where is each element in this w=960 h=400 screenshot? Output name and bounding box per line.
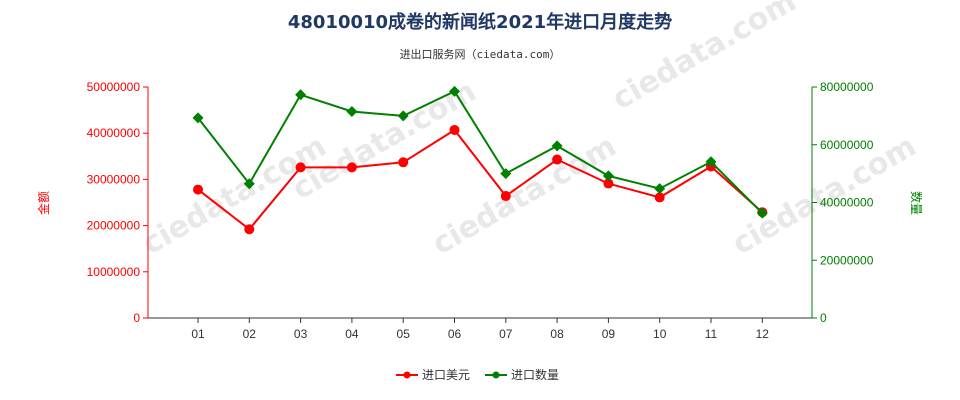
series-0-point[interactable]: [552, 154, 563, 165]
x-tick-label: 02: [243, 327, 257, 341]
left-axis-ticks: 0 10000000 20000000 30000000 40000000 5000000…: [87, 80, 148, 325]
x-tick-label: 12: [756, 327, 770, 341]
chart-title: 48010010成卷的新闻纸2021年进口月度走势: [288, 11, 672, 33]
series-0-point[interactable]: [603, 178, 614, 189]
series-1-point[interactable]: [449, 85, 460, 97]
series-0-point[interactable]: [346, 162, 357, 173]
series-line-0: [197, 128, 763, 231]
x-tick-label: 06: [448, 327, 462, 341]
x-tick-label: 03: [294, 327, 308, 341]
legend-quantity-label: 进口数量: [511, 367, 559, 382]
right-tick-label: 60000000: [820, 138, 874, 152]
right-axis-title: 数量: [909, 191, 924, 215]
x-axis-ticks: 01 02 03 04 05 06 07 08 09 10 11 12: [191, 318, 769, 341]
left-tick-label: 10000000: [87, 265, 141, 279]
right-tick-label: 40000000: [820, 196, 874, 210]
series-1-point[interactable]: [654, 183, 666, 195]
series-1-point[interactable]: [397, 110, 409, 122]
left-tick-label: 50000000: [87, 80, 141, 94]
left-tick-label: 30000000: [87, 172, 141, 186]
x-tick-label: 08: [550, 327, 564, 341]
x-tick-label: 11: [705, 327, 718, 341]
left-tick-label: 0: [133, 311, 140, 325]
right-tick-label: 80000000: [820, 80, 874, 94]
right-axis-ticks: 0 20000000 40000000 60000000 80000000: [812, 80, 874, 325]
series-1-point[interactable]: [756, 207, 768, 219]
x-tick-label: 04: [345, 327, 359, 341]
legend-quantity-swatch-dot: [492, 371, 500, 379]
legend-usd-label: 进口美元: [422, 368, 470, 382]
series-0-point[interactable]: [500, 191, 511, 202]
series-1-point[interactable]: [346, 106, 358, 118]
series-layer: [192, 85, 768, 235]
series-0-point[interactable]: [193, 184, 203, 195]
legend-usd-swatch-dot: [403, 371, 411, 379]
series-0-point[interactable]: [449, 124, 460, 135]
series-1-point[interactable]: [192, 112, 204, 124]
right-tick-label: 20000000: [820, 253, 874, 267]
right-tick-label: 0: [820, 311, 827, 325]
left-tick-label: 20000000: [87, 219, 141, 233]
x-tick-label: 01: [191, 327, 205, 341]
series-0-point[interactable]: [295, 162, 306, 173]
x-tick-label: 10: [653, 327, 667, 341]
series-1-point[interactable]: [602, 170, 614, 182]
chart-subtitle: 进出口服务网（ciedata.com）: [400, 47, 561, 61]
legend-item-usd[interactable]: 进口美元: [396, 368, 470, 382]
series-1-point[interactable]: [705, 156, 717, 168]
x-tick-label: 05: [397, 327, 411, 341]
x-tick-label: 07: [499, 327, 513, 341]
x-tick-label: 09: [602, 327, 616, 341]
legend-item-quantity[interactable]: 进口数量: [485, 367, 559, 382]
series-1-point[interactable]: [500, 168, 512, 180]
series-0-point[interactable]: [654, 192, 665, 203]
left-axis-title: 金额: [36, 191, 51, 215]
series-line-1: [197, 90, 764, 214]
series-0-point[interactable]: [398, 157, 409, 168]
series-0-point[interactable]: [244, 224, 255, 235]
series-1-point[interactable]: [243, 178, 255, 190]
watermark-1: ciedata.com: [427, 129, 623, 262]
left-tick-label: 40000000: [87, 126, 141, 140]
series-1-point[interactable]: [551, 140, 563, 152]
series-1-point[interactable]: [295, 89, 307, 101]
legend: 进口美元 进口数量: [396, 367, 559, 382]
